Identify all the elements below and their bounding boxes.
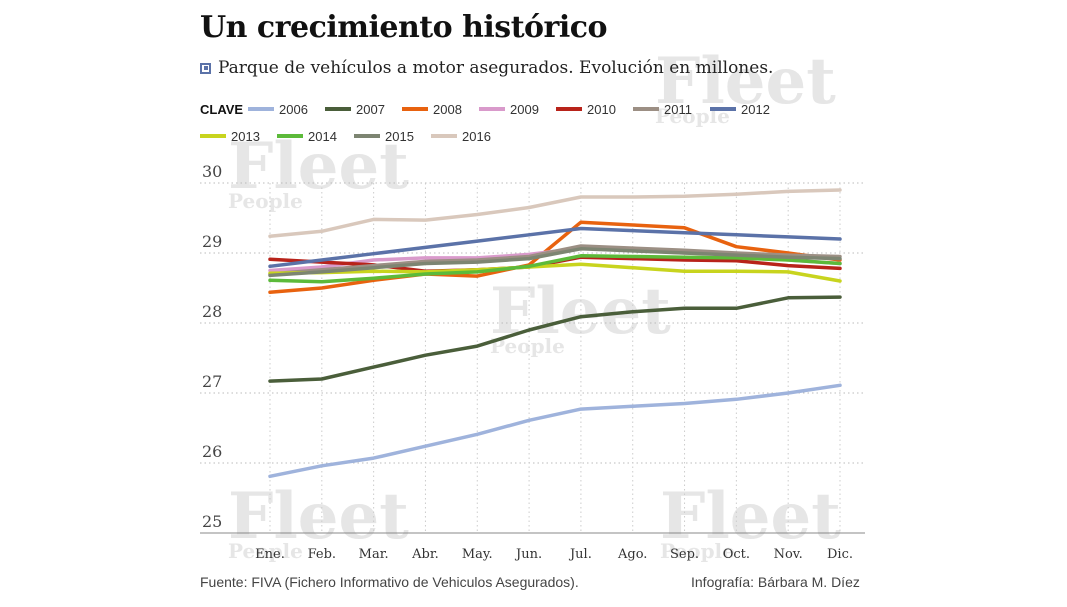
y-tick-label: 26: [202, 442, 222, 461]
y-tick-label: 29: [202, 232, 222, 251]
legend-label-2009: 2009: [510, 102, 539, 117]
legend-label-2010: 2010: [587, 102, 616, 117]
x-tick-label: Jul.: [568, 547, 592, 562]
y-tick-label: 28: [202, 302, 222, 321]
x-tick-label: Nov.: [774, 547, 803, 562]
watermark: Fleet People: [660, 479, 841, 563]
credit-note: Infografía: Bárbara M. Díez: [691, 574, 860, 590]
series-line-2011: [268, 244, 842, 276]
x-tick-label: Jun.: [514, 547, 542, 562]
legend-label-2007: 2007: [356, 102, 385, 117]
series-line-2013: [268, 262, 842, 283]
x-tick-label: Sep.: [670, 547, 699, 562]
y-tick-label: 27: [202, 372, 222, 391]
source-note: Fuente: FIVA (Fichero Informativo de Veh…: [200, 574, 579, 590]
watermark: Fleet People: [228, 479, 409, 563]
legend-label-2011: 2011: [664, 102, 692, 117]
x-tick-label: Feb.: [308, 547, 336, 562]
subtitle-text: Parque de vehículos a motor asegurados. …: [218, 58, 774, 78]
series-line-2008: [268, 220, 842, 294]
series-line-2007: [268, 295, 842, 383]
series-line-2014: [268, 254, 842, 284]
series-line-2015: [268, 247, 842, 278]
square-bullet-icon: [200, 62, 211, 74]
legend-label-2015: 2015: [385, 129, 414, 144]
series-line-2016: [268, 188, 842, 238]
y-tick-label: 25: [202, 512, 222, 531]
chart-subtitle: Parque de vehículos a motor asegurados. …: [200, 58, 773, 78]
legend-label-2013: 2013: [231, 129, 260, 144]
legend-label-2016: 2016: [462, 129, 491, 144]
watermark: Fleet People: [228, 129, 409, 213]
x-tick-label: Dic.: [827, 547, 853, 562]
legend-label-2012: 2012: [741, 102, 770, 117]
x-tick-label: Oct.: [723, 547, 750, 562]
x-tick-label: Mar.: [359, 547, 389, 562]
x-tick-label: Ago.: [617, 547, 647, 562]
series-line-2006: [268, 383, 842, 479]
chart-title: Un crecimiento histórico: [200, 10, 608, 45]
x-tick-label: May.: [462, 547, 493, 562]
legend-label-2014: 2014: [308, 129, 337, 144]
series-line-2012: [268, 226, 842, 269]
legend-label-2006: 2006: [279, 102, 308, 117]
y-tick-label: 30: [202, 162, 222, 181]
legend-label-2008: 2008: [433, 102, 462, 117]
x-tick-label: Ene.: [255, 547, 285, 562]
legend-key-label: CLAVE: [200, 102, 243, 117]
x-tick-label: Abr.: [411, 547, 439, 562]
